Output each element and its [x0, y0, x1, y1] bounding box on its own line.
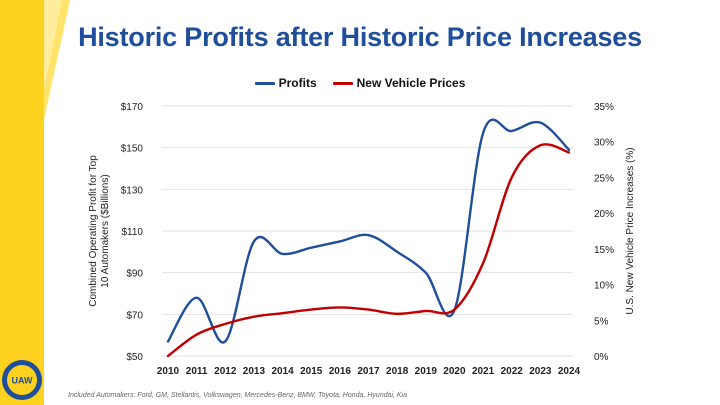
legend-swatch-prices [332, 81, 353, 85]
y-axis-title: Combined Operating Profit for Top10 Auto… [88, 155, 111, 307]
y-tick-label: $70 [126, 310, 143, 321]
y-tick-label: $150 [121, 144, 144, 155]
x-tick-label: 2021 [472, 366, 495, 377]
y-tick-label: $110 [121, 227, 143, 238]
uaw-logo-text: UAW [12, 376, 34, 386]
x-tick-label: 2014 [271, 366, 294, 377]
y2-tick-label: 0% [594, 352, 609, 363]
x-tick-label: 2023 [529, 366, 552, 377]
x-tick-label: 2010 [157, 366, 180, 377]
yellow-side-band [0, 0, 44, 405]
y-tick-label: $50 [126, 352, 143, 363]
x-tick-label: 2016 [329, 366, 352, 377]
x-tick-label: 2013 [243, 366, 266, 377]
legend-item-prices: New Vehicle Prices [332, 76, 466, 90]
y-axis-title-line: Combined Operating Profit for Top [88, 155, 99, 307]
yellow-accent-stripe [44, 0, 70, 120]
x-tick-label: 2024 [558, 366, 581, 377]
x-tick-label: 2020 [443, 366, 466, 377]
y2-tick-label: 25% [594, 173, 614, 184]
page-title: Historic Profits after Historic Price In… [78, 22, 642, 52]
yellow-highlight-stripe [44, 0, 62, 90]
x-tick-label: 2015 [300, 366, 323, 377]
legend-swatch-profits [254, 81, 275, 85]
y-tick-label: $170 [121, 102, 144, 113]
y2-tick-label: 10% [594, 281, 614, 292]
y-tick-label: $90 [126, 269, 143, 280]
y2-tick-label: 30% [594, 138, 614, 149]
x-tick-label: 2018 [386, 366, 409, 377]
y-axis-title-line: 10 Automakers ($Billions) [100, 174, 111, 287]
x-tick-label: 2011 [186, 366, 208, 377]
chart-legend: Profits New Vehicle Prices [0, 76, 720, 90]
legend-label-prices: New Vehicle Prices [356, 76, 466, 90]
x-tick-label: 2012 [214, 366, 237, 377]
x-tick-label: 2017 [357, 366, 380, 377]
legend-label-profits: Profits [278, 76, 317, 90]
y-tick-label: $130 [121, 185, 144, 196]
y2-axis-title: U.S. New Vehicle Price Increases (%) [625, 147, 636, 314]
series-line-prices [166, 143, 571, 358]
series-line-profits [166, 118, 571, 344]
x-tick-label: 2022 [501, 366, 524, 377]
y2-tick-label: 5% [594, 316, 609, 327]
footnote: Included Automakers: Ford, GM, Stellanti… [68, 392, 408, 399]
y2-tick-label: 35% [594, 102, 614, 113]
y2-tick-label: 15% [594, 245, 614, 256]
y2-tick-label: 20% [594, 209, 614, 220]
x-tick-label: 2019 [415, 366, 438, 377]
legend-item-profits: Profits [254, 76, 317, 90]
uaw-logo-inner [7, 365, 37, 395]
